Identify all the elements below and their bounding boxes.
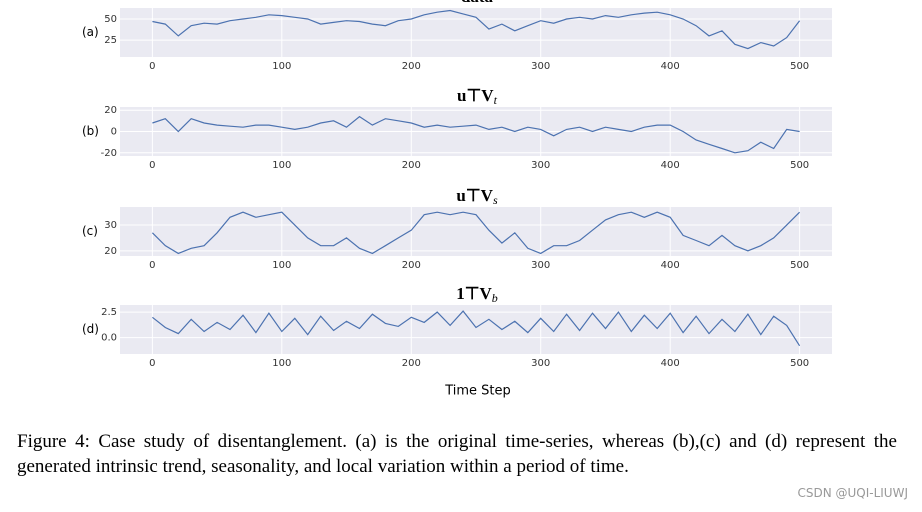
title-main: data — [461, 0, 494, 6]
figure: 01002003004005002550(a)data0100200300400… — [82, 0, 832, 399]
y-tick-label: 2.5 — [101, 307, 117, 318]
x-axis-label: Time Step — [444, 384, 511, 399]
y-tick-label: 25 — [104, 35, 117, 46]
watermark: CSDN @UQI-LIUWJ — [797, 486, 908, 500]
x-tick-label: 500 — [790, 260, 809, 271]
title-main: u⊤V — [456, 186, 493, 205]
chart-title: data — [461, 0, 494, 6]
series-line — [152, 310, 801, 347]
x-tick-label: 100 — [272, 260, 291, 271]
x-tick-label: 200 — [402, 61, 421, 72]
series-line — [152, 9, 801, 50]
x-tick-label: 500 — [790, 160, 809, 171]
x-tick-label: 300 — [531, 61, 550, 72]
title-sub: t — [494, 93, 498, 107]
x-tick-label: 100 — [272, 61, 291, 72]
chart-title: 1⊤Vb — [456, 284, 498, 305]
y-tick-label: 0.0 — [101, 333, 117, 344]
series-line — [151, 211, 801, 255]
x-tick-label: 0 — [149, 260, 155, 271]
panel-label: (c) — [82, 224, 98, 238]
chart-title: u⊤Vs — [456, 186, 498, 207]
x-tick-label: 500 — [790, 61, 809, 72]
caption: Figure 4: Case study of disentanglement.… — [17, 431, 897, 477]
x-tick-label: 100 — [272, 358, 291, 369]
y-tick-label: -20 — [101, 148, 117, 159]
x-tick-label: 300 — [531, 160, 550, 171]
title-main: u⊤V — [457, 86, 494, 105]
x-tick-label: 0 — [149, 160, 155, 171]
x-tick-label: 200 — [402, 260, 421, 271]
x-tick-label: 100 — [272, 160, 291, 171]
x-tick-label: 500 — [790, 358, 809, 369]
x-tick-label: 0 — [149, 358, 155, 369]
y-tick-label: 0 — [111, 127, 117, 138]
x-tick-label: 400 — [661, 260, 680, 271]
y-tick-label: 30 — [104, 220, 117, 231]
x-tick-label: 0 — [149, 61, 155, 72]
series-line — [152, 115, 800, 154]
plot-area — [120, 8, 832, 57]
x-tick-label: 200 — [402, 160, 421, 171]
panel-label: (b) — [82, 124, 99, 138]
x-tick-label: 300 — [531, 358, 550, 369]
panel-label: (d) — [82, 322, 99, 336]
x-tick-label: 400 — [661, 358, 680, 369]
x-tick-label: 400 — [661, 61, 680, 72]
y-tick-label: 20 — [104, 246, 117, 257]
panel-label: (a) — [82, 25, 99, 39]
y-tick-label: 20 — [104, 105, 117, 116]
chart-title: u⊤Vt — [457, 86, 498, 107]
title-main: 1⊤V — [456, 284, 492, 303]
y-tick-label: 50 — [104, 14, 117, 25]
x-tick-label: 300 — [531, 260, 550, 271]
x-tick-label: 200 — [402, 358, 421, 369]
title-sub: s — [493, 193, 498, 207]
x-tick-label: 400 — [661, 160, 680, 171]
title-sub: b — [492, 291, 498, 305]
